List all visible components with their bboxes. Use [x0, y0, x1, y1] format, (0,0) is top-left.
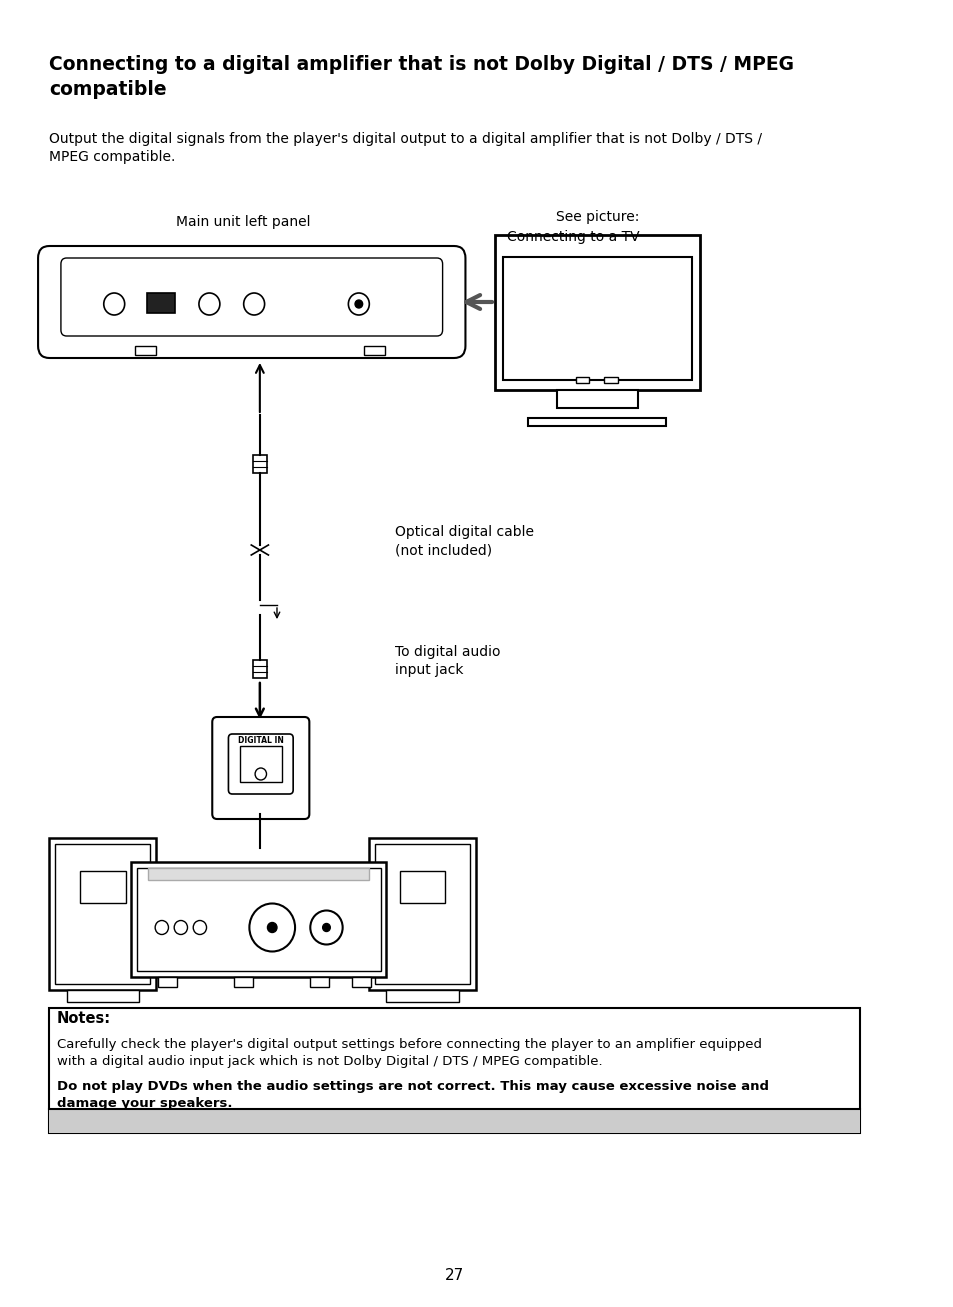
Text: Connecting to a digital amplifier that is not Dolby Digital / DTS / MPEG
compati: Connecting to a digital amplifier that i…	[50, 55, 794, 99]
Circle shape	[155, 920, 169, 935]
Bar	[67, 989, 139, 1002]
Text: Notes:: Notes:	[57, 1012, 112, 1026]
Circle shape	[310, 911, 342, 945]
Circle shape	[254, 769, 266, 780]
Bar	[233, 978, 253, 987]
Bar	[502, 257, 691, 380]
Text: Carefully check the player's digital output settings before connecting the playe: Carefully check the player's digital out…	[57, 1038, 761, 1068]
Bar	[135, 346, 156, 356]
Bar	[386, 989, 458, 1002]
Text: Main unit left panel: Main unit left panel	[176, 214, 311, 229]
Bar	[528, 418, 665, 426]
Bar	[80, 870, 126, 903]
Text: To digital audio
input jack: To digital audio input jack	[395, 644, 500, 677]
Bar	[369, 838, 476, 989]
Bar	[310, 978, 329, 987]
Bar	[147, 293, 175, 312]
Bar	[495, 235, 699, 389]
Bar	[576, 376, 589, 383]
Circle shape	[243, 293, 264, 315]
Text: Do not play DVDs when the audio settings are not correct. This may cause excessi: Do not play DVDs when the audio settings…	[57, 1080, 768, 1110]
FancyBboxPatch shape	[61, 257, 442, 336]
Circle shape	[267, 923, 276, 932]
Text: 27: 27	[444, 1268, 463, 1283]
Bar	[55, 844, 151, 984]
Bar	[149, 868, 369, 880]
Bar	[137, 868, 380, 971]
Bar	[352, 978, 371, 987]
Circle shape	[348, 293, 369, 315]
Bar	[50, 1110, 860, 1133]
Bar	[158, 978, 177, 987]
Circle shape	[322, 924, 330, 932]
Circle shape	[355, 301, 362, 308]
Text: Optical digital cable
(not included): Optical digital cable (not included)	[395, 525, 534, 557]
FancyBboxPatch shape	[228, 735, 293, 793]
Bar	[557, 389, 637, 408]
Bar	[50, 1008, 860, 1133]
Bar	[253, 660, 266, 678]
Text: Output the digital signals from the player's digital output to a digital amplifi: Output the digital signals from the play…	[50, 132, 761, 165]
Text: See picture:
Connecting to a TV: See picture: Connecting to a TV	[506, 210, 639, 243]
Bar	[239, 746, 281, 782]
Circle shape	[249, 903, 294, 951]
Bar	[399, 870, 445, 903]
Bar	[604, 376, 618, 383]
Bar	[253, 455, 266, 473]
Circle shape	[104, 293, 125, 315]
Circle shape	[174, 920, 188, 935]
Text: DIGITAL IN: DIGITAL IN	[237, 736, 283, 745]
Bar	[363, 346, 384, 356]
FancyBboxPatch shape	[38, 246, 465, 358]
Bar	[50, 838, 156, 989]
Circle shape	[199, 293, 219, 315]
FancyBboxPatch shape	[212, 718, 309, 819]
Circle shape	[193, 920, 207, 935]
Bar	[132, 863, 386, 978]
Bar	[375, 844, 470, 984]
